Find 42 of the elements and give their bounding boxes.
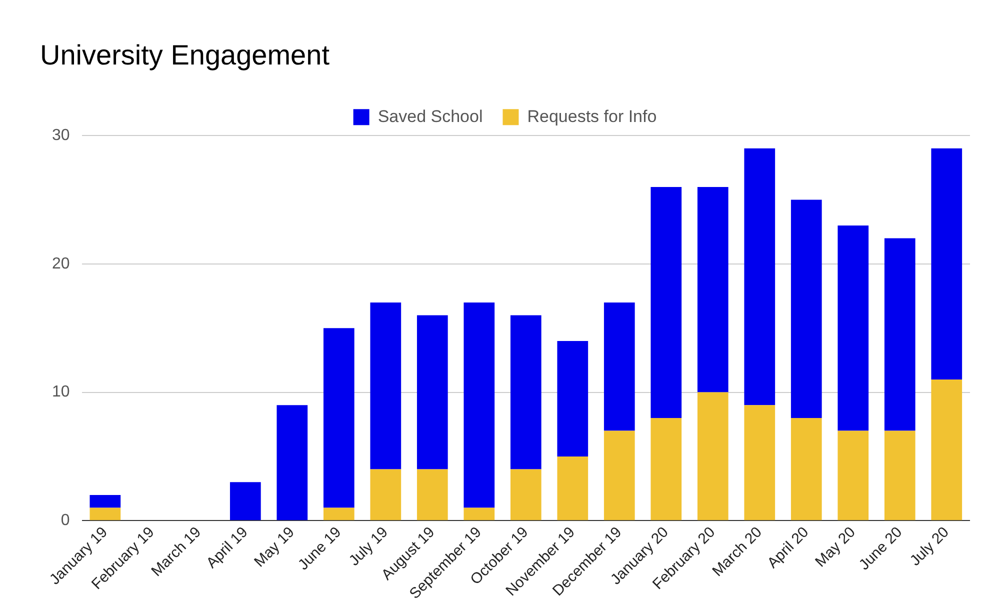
bar [510, 469, 542, 520]
y-tick-label: 20 [52, 255, 70, 272]
bar [464, 508, 495, 520]
chart-title: University Engagement [40, 40, 330, 71]
bar [790, 418, 822, 520]
bar [276, 405, 308, 520]
bar [697, 186, 728, 392]
bar [790, 200, 822, 418]
bar [697, 392, 728, 520]
bar [323, 508, 354, 520]
bar [838, 430, 869, 520]
x-tick-label: July 20 [906, 524, 952, 570]
bar [323, 328, 354, 508]
bar [744, 148, 776, 406]
y-tick-label: 0 [60, 512, 70, 530]
bar [90, 494, 121, 508]
bar [604, 302, 635, 431]
y-tick-label: 30 [52, 127, 70, 144]
bar [884, 238, 916, 431]
bar [650, 418, 682, 520]
bar [370, 302, 402, 470]
bar [650, 186, 682, 418]
bar [838, 225, 869, 431]
x-tick-label: May 20 [812, 524, 859, 571]
legend-label: Requests for Info [527, 106, 657, 126]
bar [931, 379, 962, 520]
bar [464, 302, 495, 508]
bar [744, 405, 776, 520]
bar [416, 315, 448, 470]
bar [230, 482, 261, 520]
bar [416, 469, 448, 520]
bar [90, 508, 121, 520]
x-tick-label: May 19 [251, 524, 298, 571]
legend-label: Saved School [378, 106, 483, 126]
bar [370, 469, 402, 520]
bar [510, 315, 542, 470]
bar [557, 340, 588, 456]
bar [931, 148, 962, 380]
y-tick-label: 10 [52, 384, 70, 401]
bar [884, 430, 916, 520]
bar [557, 456, 588, 520]
bar [604, 430, 635, 520]
